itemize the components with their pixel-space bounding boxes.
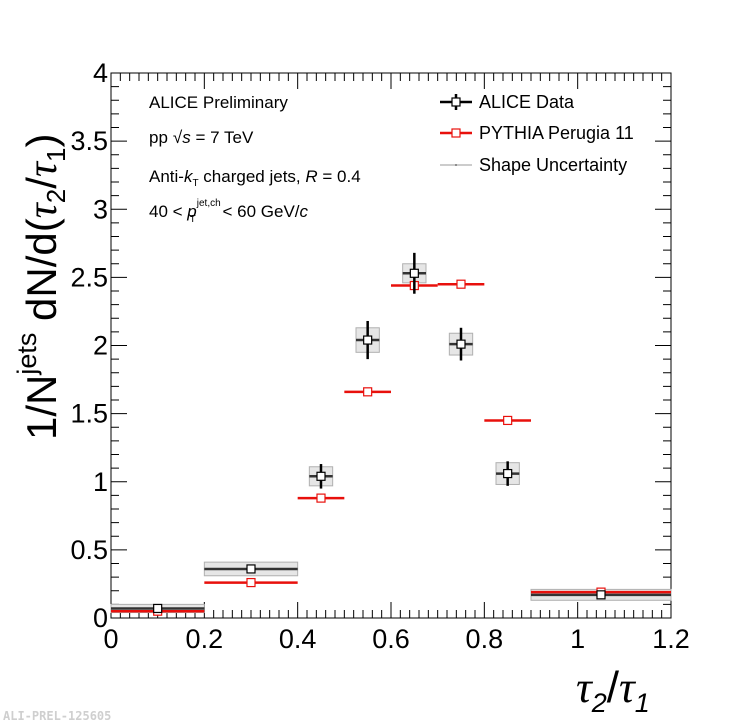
alice-point <box>456 339 466 349</box>
pythia-point <box>363 387 373 397</box>
alice-point <box>316 471 326 481</box>
y-tick-label: 0 <box>93 603 108 633</box>
y-tick-label: 3 <box>93 194 108 224</box>
y-axis-title: 1/Njets dN/d(τ2/τ1) <box>12 134 71 440</box>
legend-pythia-label: PYTHIA Perugia 11 <box>479 123 634 143</box>
y-tick-label: 2.5 <box>70 262 108 292</box>
pythia-point <box>316 493 326 503</box>
alice-point <box>409 268 419 278</box>
legend-shape-label: Shape Uncertainty <box>479 155 627 175</box>
legend-pythia-marker <box>451 128 461 138</box>
axis-ticks <box>110 72 672 619</box>
x-axis-title: τ2/τ1 <box>576 663 650 718</box>
pythia-point <box>246 577 256 588</box>
legend-alice-marker <box>451 97 461 107</box>
pythia-point <box>456 279 466 289</box>
alice-point <box>153 603 163 614</box>
legend-shape-marker <box>455 164 457 166</box>
annotation-alice-preliminary: ALICE Preliminary <box>149 93 288 112</box>
x-tick-label: 0.2 <box>186 624 224 654</box>
y-tick-labels: 0 0.5 1 1.5 2 2.5 3 3.5 4 <box>70 58 108 633</box>
y-tick-label: 3.5 <box>70 126 108 156</box>
x-tick-labels: 0 0.2 0.4 0.6 0.8 1 1.2 <box>103 624 689 654</box>
x-tick-label: 0.6 <box>372 624 410 654</box>
annotation-jet-algorithm: Anti-kT charged jets, R = 0.4 <box>149 167 361 189</box>
pythia-series <box>111 279 671 616</box>
y-tick-label: 2 <box>93 331 108 361</box>
x-tick-label: 0.8 <box>466 624 504 654</box>
pythia-point <box>503 415 513 426</box>
y-tick-label: 4 <box>93 58 108 88</box>
x-tick-label: 1.2 <box>652 624 690 654</box>
footer-id: ALI-PREL-125605 <box>3 709 111 723</box>
y-tick-label: 1.5 <box>70 399 108 429</box>
x-tick-label: 0.4 <box>279 624 317 654</box>
alice-point <box>363 335 373 345</box>
shape-uncertainty-boxes <box>110 263 672 614</box>
annotation-pt-range: 40 < pjet,ch T < 60 GeV/c <box>149 198 309 225</box>
alice-point <box>246 564 256 574</box>
legend: ALICE Data PYTHIA Perugia 11 Shape Uncer… <box>440 92 634 175</box>
annotation-energy: pp √s = 7 TeV <box>149 128 254 147</box>
alice-point <box>503 468 513 479</box>
alice-series <box>111 252 671 614</box>
x-tick-label: 0 <box>103 624 118 654</box>
alice-point <box>596 590 606 600</box>
y-tick-label: 1 <box>93 467 108 497</box>
legend-alice-label: ALICE Data <box>479 92 575 112</box>
x-tick-label: 1 <box>570 624 585 654</box>
y-tick-label: 0.5 <box>70 535 108 565</box>
